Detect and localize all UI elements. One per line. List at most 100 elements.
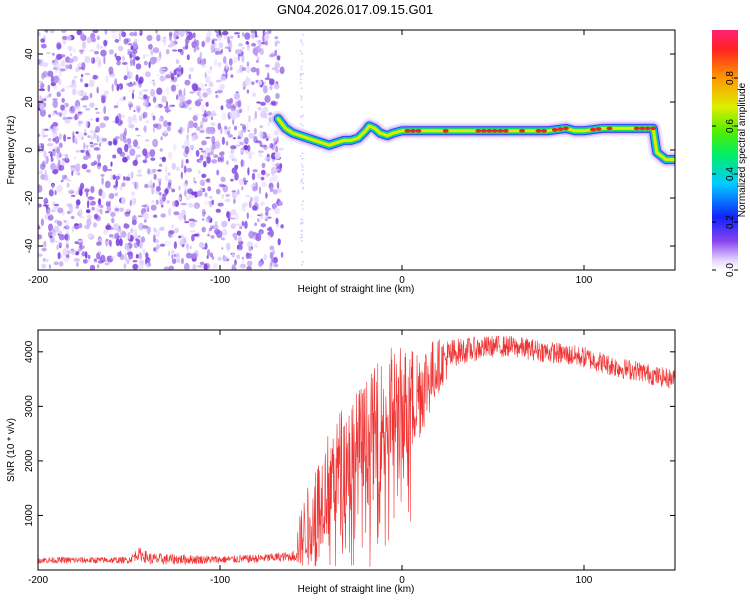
noise-speckle <box>138 252 143 260</box>
noise-speckle <box>90 145 95 148</box>
noise-speckle <box>68 205 74 214</box>
noise-speckle <box>248 115 251 123</box>
noise-speckle <box>259 130 264 139</box>
noise-speckle <box>78 120 84 124</box>
noise-speckle <box>160 136 163 141</box>
noise-speckle <box>85 151 90 156</box>
noise-speckle <box>55 62 62 70</box>
noise-speckle <box>87 196 94 200</box>
noise-speckle <box>251 32 256 39</box>
noise-speckle <box>82 105 88 108</box>
noise-speckle <box>38 153 41 157</box>
noise-speckle <box>100 254 106 263</box>
noise-speckle <box>48 93 52 97</box>
noise-speckle <box>185 36 191 40</box>
noise-speckle <box>252 152 255 155</box>
noise-speckle <box>136 107 141 113</box>
noise-speckle <box>244 220 248 229</box>
noise-speckle <box>227 36 231 45</box>
noise-speckle <box>267 145 270 149</box>
noise-speckle <box>171 188 176 193</box>
noise-speckle <box>166 200 170 204</box>
noise-speckle <box>78 222 83 229</box>
noise-speckle <box>197 98 204 102</box>
noise-speckle <box>276 136 279 143</box>
noise-speckle <box>254 110 257 120</box>
noise-speckle <box>189 91 196 94</box>
noise-speckle <box>156 34 161 42</box>
noise-speckle <box>100 45 103 49</box>
noise-speckle <box>205 36 211 43</box>
noise-speckle <box>87 135 91 138</box>
noise-speckle <box>89 79 95 88</box>
noise-speckle <box>82 41 86 50</box>
noise-speckle <box>198 242 205 248</box>
y-tick-label: -40 <box>24 238 35 253</box>
noise-speckle <box>132 89 135 93</box>
noise-speckle <box>163 129 169 134</box>
noise-speckle <box>57 207 64 214</box>
x-tick-label: 0 <box>399 575 405 586</box>
noise-speckle <box>272 174 278 182</box>
noise-speckle <box>301 204 303 206</box>
noise-speckle <box>269 143 274 149</box>
noise-speckle <box>255 140 262 144</box>
noise-speckle <box>216 169 220 176</box>
noise-speckle <box>80 149 85 153</box>
noise-speckle <box>120 230 127 238</box>
y-tick-label: 0 <box>24 147 35 153</box>
noise-speckle <box>48 128 53 131</box>
noise-speckle <box>159 75 165 82</box>
noise-speckle <box>85 209 91 214</box>
noise-speckle <box>254 127 257 135</box>
noise-speckle <box>198 159 203 163</box>
noise-speckle <box>243 180 249 183</box>
noise-speckle <box>274 61 280 69</box>
noise-speckle <box>89 49 95 52</box>
noise-speckle <box>105 75 109 83</box>
noise-speckle <box>149 149 156 158</box>
noise-speckle <box>105 238 109 242</box>
noise-speckle <box>123 38 129 45</box>
noise-speckle <box>56 147 60 154</box>
noise-speckle <box>216 31 223 39</box>
noise-speckle <box>138 115 143 122</box>
noise-speckle <box>302 173 305 176</box>
noise-speckle <box>152 79 155 82</box>
noise-speckle <box>39 143 42 146</box>
noise-speckle <box>217 256 222 261</box>
noise-speckle <box>86 144 89 149</box>
noise-speckle <box>96 35 100 41</box>
noise-speckle <box>145 139 150 142</box>
noise-speckle <box>130 171 134 179</box>
noise-speckle <box>302 182 304 185</box>
noise-speckle <box>193 122 198 129</box>
noise-speckle <box>220 237 225 241</box>
noise-speckle <box>116 60 121 66</box>
noise-speckle <box>47 214 54 221</box>
noise-speckle <box>38 32 41 37</box>
noise-speckle <box>96 161 101 170</box>
noise-speckle <box>180 171 183 179</box>
noise-speckle <box>132 263 139 270</box>
track-peak <box>519 129 526 133</box>
noise-speckle <box>246 265 252 270</box>
x-tick-label: -100 <box>210 275 230 286</box>
noise-speckle <box>230 145 237 150</box>
noise-speckle <box>197 56 202 65</box>
noise-speckle <box>256 101 261 104</box>
noise-speckle <box>183 165 187 174</box>
noise-speckle <box>138 222 145 231</box>
noise-speckle <box>233 198 236 204</box>
noise-speckle <box>93 213 99 220</box>
noise-speckle <box>45 258 49 263</box>
noise-speckle <box>222 56 227 64</box>
noise-speckle <box>133 139 138 148</box>
noise-speckle <box>241 257 245 264</box>
noise-speckle <box>169 33 172 41</box>
noise-speckle <box>52 232 57 238</box>
noise-speckle <box>173 211 180 216</box>
track-peak <box>535 129 542 133</box>
noise-speckle <box>45 52 52 55</box>
noise-speckle <box>70 215 75 220</box>
